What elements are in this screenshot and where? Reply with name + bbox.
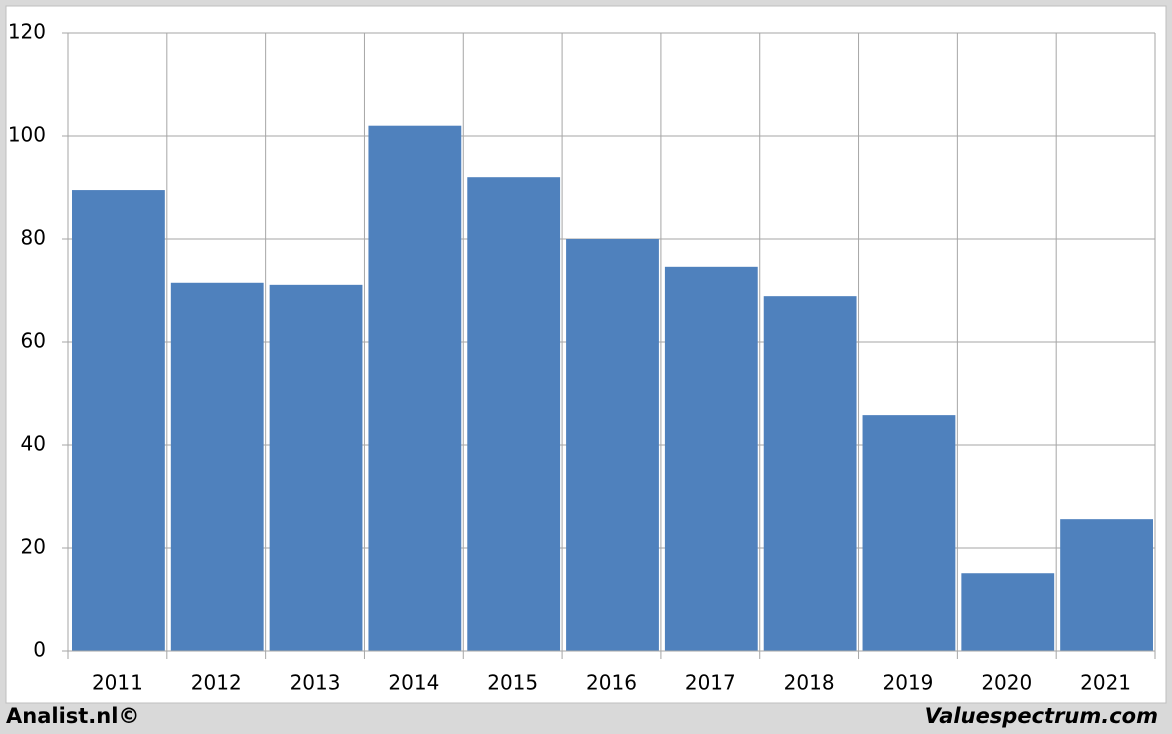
x-tick-label: 2014	[388, 671, 439, 695]
y-tick-label: 0	[33, 638, 46, 662]
source-left: Analist.nl©	[6, 704, 139, 728]
bar	[467, 177, 561, 651]
y-tick-label: 120	[8, 20, 46, 44]
bar	[368, 125, 462, 651]
x-tick-label: 2019	[883, 671, 934, 695]
bar	[269, 284, 363, 651]
x-tick-label: 2015	[487, 671, 538, 695]
y-tick-label: 20	[21, 535, 46, 559]
bar	[763, 296, 857, 651]
x-tick-label: 2016	[586, 671, 637, 695]
bar	[566, 239, 659, 651]
source-right: Valuespectrum.com	[925, 704, 1158, 728]
x-tick-label: 2013	[290, 671, 341, 695]
bar	[961, 573, 1055, 651]
bar	[664, 266, 758, 651]
bar	[1060, 519, 1153, 651]
bar	[862, 415, 956, 651]
y-tick-label: 80	[21, 226, 46, 250]
x-tick-label: 2020	[981, 671, 1032, 695]
x-tick-label: 2021	[1080, 671, 1131, 695]
x-tick-label: 2011	[92, 671, 143, 695]
bar	[170, 282, 264, 651]
bar	[72, 190, 165, 651]
y-tick-label: 40	[21, 432, 46, 456]
x-tick-label: 2018	[784, 671, 835, 695]
y-tick-label: 100	[8, 123, 46, 147]
x-tick-label: 2017	[685, 671, 736, 695]
y-tick-label: 60	[21, 329, 46, 353]
x-tick-label: 2012	[191, 671, 242, 695]
